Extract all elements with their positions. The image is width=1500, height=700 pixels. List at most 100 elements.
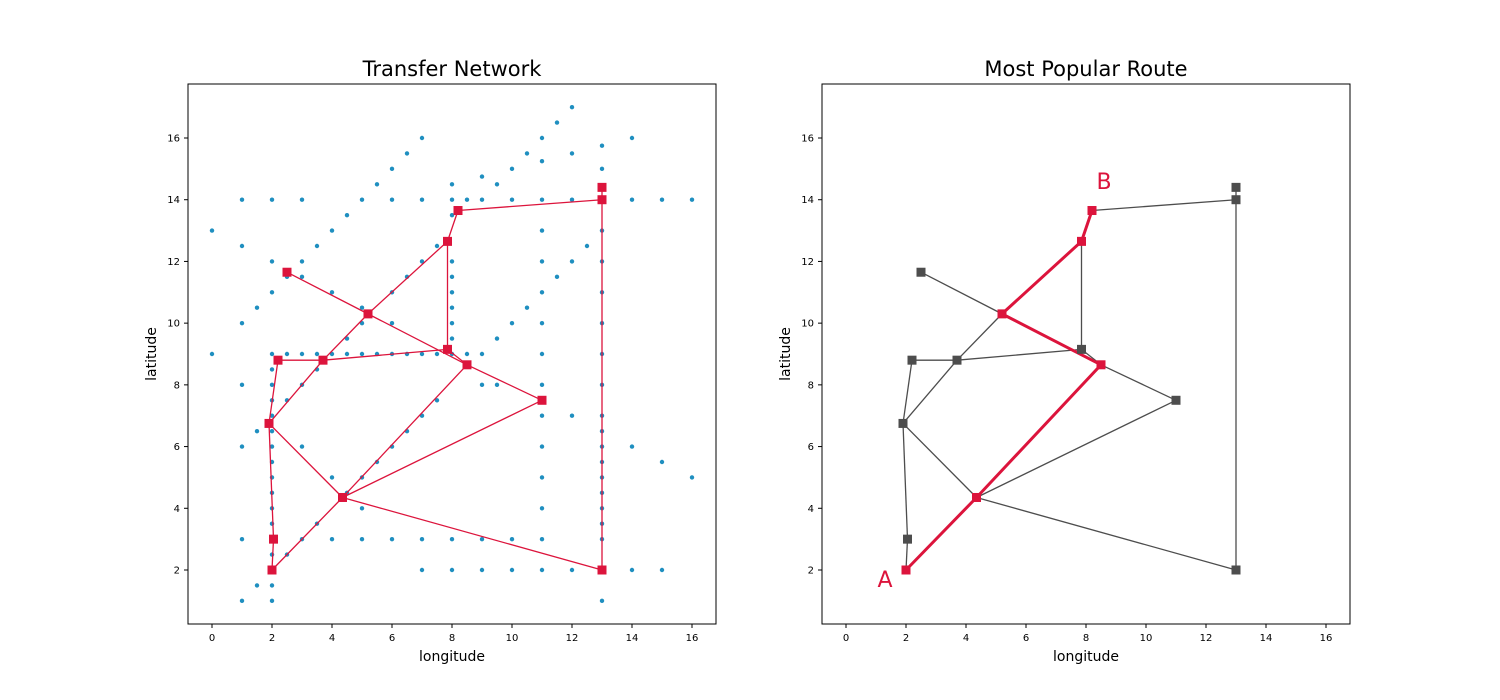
stop-point — [434, 398, 440, 403]
route-node — [1077, 236, 1086, 246]
x-tick-label: 6 — [1023, 633, 1029, 644]
network-edge — [342, 496, 603, 571]
stop-point — [539, 444, 545, 449]
network-node — [462, 360, 472, 370]
network-node — [338, 492, 347, 502]
stop-point — [329, 536, 335, 542]
network-node — [273, 355, 283, 365]
stop-point — [629, 444, 635, 449]
route-node — [1096, 360, 1106, 370]
stop-point — [419, 536, 425, 542]
stop-point — [479, 382, 485, 388]
x-tick-label: 14 — [1260, 633, 1273, 644]
transfer-network-x-axis-label: longitude — [419, 649, 485, 665]
stop-point — [254, 583, 260, 588]
y-tick-label: 10 — [167, 319, 180, 330]
stop-point — [449, 305, 455, 310]
stop-point — [239, 536, 245, 542]
stop-point — [539, 351, 545, 357]
stop-point — [539, 197, 545, 202]
network-node — [1171, 395, 1181, 405]
network-node — [282, 267, 292, 277]
network-node — [952, 355, 962, 365]
route-node — [1087, 206, 1097, 216]
stop-point — [254, 428, 260, 434]
stop-point — [389, 166, 395, 172]
stop-point — [449, 536, 455, 542]
stop-point — [689, 197, 695, 202]
network-edge — [268, 359, 324, 424]
stop-point — [539, 506, 545, 511]
stop-point — [599, 598, 605, 604]
stop-point — [539, 413, 545, 418]
network-edge — [367, 240, 448, 315]
stop-point — [284, 351, 290, 357]
stop-point — [659, 459, 665, 465]
stop-point — [479, 536, 485, 542]
network-edge — [1100, 364, 1177, 401]
x-tick-label: 4 — [329, 633, 335, 644]
stop-point — [449, 274, 455, 280]
network-node — [443, 344, 452, 354]
stop-point — [584, 243, 590, 249]
x-tick-label: 4 — [963, 633, 969, 644]
stop-point — [449, 182, 455, 187]
network-edge — [1091, 199, 1237, 212]
network-edge — [322, 348, 448, 361]
stop-point — [554, 274, 560, 280]
stop-point — [509, 166, 515, 172]
stop-point — [269, 197, 275, 202]
network-node — [443, 236, 452, 246]
network-edge — [342, 399, 543, 499]
stop-point — [509, 320, 515, 326]
stop-point — [509, 197, 515, 202]
network-node — [898, 418, 908, 428]
stop-point — [449, 259, 455, 264]
network-edge — [466, 364, 543, 401]
y-tick-label: 2 — [174, 566, 180, 577]
network-node — [537, 395, 547, 405]
y-tick-label: 12 — [801, 257, 814, 268]
y-tick-label: 12 — [167, 257, 180, 268]
stop-point — [599, 143, 605, 148]
y-tick-label: 6 — [808, 442, 814, 453]
stop-point — [419, 135, 425, 141]
popular-route-y-axis-label: latitude — [778, 327, 794, 381]
network-edge — [956, 313, 1003, 361]
stop-point — [659, 567, 665, 573]
x-tick-label: 2 — [903, 633, 909, 644]
network-edge — [976, 496, 1237, 571]
network-edge — [271, 539, 275, 571]
stop-point — [299, 444, 305, 449]
x-tick-label: 2 — [269, 633, 275, 644]
stop-point — [389, 536, 395, 542]
route-edge — [1001, 312, 1102, 367]
stop-point — [539, 475, 545, 480]
stop-point — [239, 444, 245, 449]
route-endpoint-label: A — [877, 568, 892, 593]
network-edge — [268, 423, 275, 540]
stop-point — [209, 228, 215, 233]
stop-point — [434, 351, 440, 357]
stop-point — [269, 583, 275, 588]
network-edge — [920, 271, 1003, 315]
stop-point — [299, 274, 305, 280]
network-edge — [446, 210, 459, 242]
stop-point — [419, 351, 425, 357]
popular-route-x-axis-label: longitude — [1053, 649, 1119, 665]
y-tick-label: 16 — [167, 134, 180, 145]
stop-point — [344, 212, 350, 218]
stop-point — [569, 413, 575, 418]
stop-point — [209, 351, 215, 357]
stop-point — [539, 259, 545, 264]
stop-point — [464, 351, 470, 357]
stop-point — [539, 567, 545, 573]
stop-point — [659, 197, 665, 202]
stop-point — [389, 197, 395, 202]
x-tick-label: 16 — [686, 633, 699, 644]
x-tick-label: 10 — [1140, 633, 1153, 644]
stop-point — [269, 552, 275, 557]
stop-point — [539, 228, 545, 233]
network-node — [597, 195, 607, 205]
x-tick-label: 0 — [843, 633, 849, 644]
